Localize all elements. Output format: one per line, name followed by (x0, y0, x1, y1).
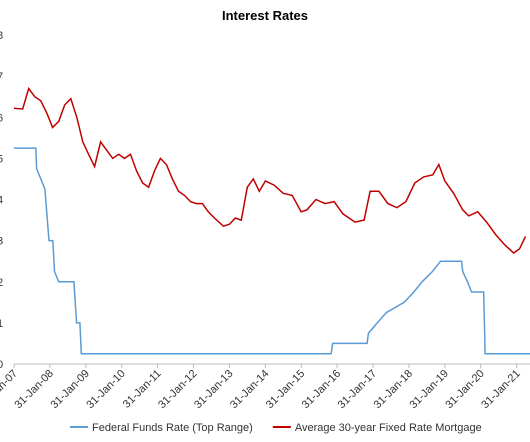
y-tick-label: 3 (0, 236, 3, 248)
y-tick-label: 4 (0, 195, 3, 207)
y-tick-label: 8 (0, 30, 3, 42)
y-tick-label: 2 (0, 277, 3, 289)
chart-title: Interest Rates (222, 8, 308, 23)
y-tick-label: 1 (0, 318, 3, 330)
x-tick-label: 31-Jan-21 (479, 368, 523, 412)
y-tick-label: 0 (0, 359, 3, 371)
series-line (14, 147, 530, 355)
legend-label: Federal Funds Rate (Top Range) (92, 422, 253, 434)
y-tick-label: 6 (0, 112, 3, 124)
series-line (13, 86, 527, 254)
legend-label: Average 30-year Fixed Rate Mortgage (295, 422, 482, 434)
y-tick-label: 7 (0, 71, 3, 83)
x-tick-label: 31-Jan-10 (84, 368, 128, 412)
y-tick-label: 5 (0, 153, 3, 165)
